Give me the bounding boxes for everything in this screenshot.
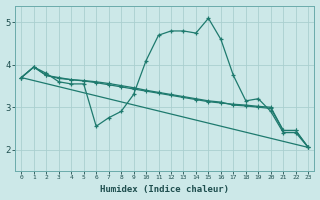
X-axis label: Humidex (Indice chaleur): Humidex (Indice chaleur) <box>100 185 229 194</box>
